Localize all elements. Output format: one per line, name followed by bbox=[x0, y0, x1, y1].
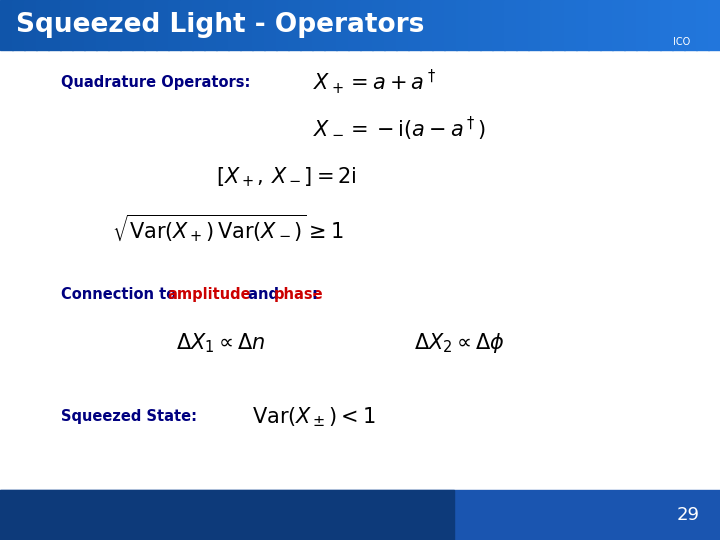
Bar bbox=[0, 0, 13, 50]
Bar bbox=[612, 0, 625, 50]
Bar bbox=[492, 0, 505, 50]
Bar bbox=[24, 0, 37, 50]
Bar bbox=[216, 0, 229, 50]
Text: :: : bbox=[311, 287, 317, 302]
Text: 29: 29 bbox=[677, 506, 700, 524]
Bar bbox=[348, 0, 361, 50]
Text: $\sqrt{\mathrm{Var}(X_+)\,\mathrm{Var}(X_-)} \geq 1$: $\sqrt{\mathrm{Var}(X_+)\,\mathrm{Var}(X… bbox=[112, 213, 343, 244]
Bar bbox=[228, 0, 240, 50]
Bar bbox=[420, 0, 433, 50]
Text: $X_+ = a + a^\dagger$: $X_+ = a + a^\dagger$ bbox=[313, 68, 436, 97]
Bar bbox=[192, 0, 204, 50]
Bar bbox=[516, 0, 528, 50]
Bar bbox=[276, 0, 289, 50]
Bar bbox=[600, 0, 613, 50]
Text: $\Delta X_2 \propto \Delta\phi$: $\Delta X_2 \propto \Delta\phi$ bbox=[414, 331, 505, 355]
Bar bbox=[564, 0, 577, 50]
Bar bbox=[588, 0, 600, 50]
Bar bbox=[36, 0, 49, 50]
Text: phase: phase bbox=[274, 287, 323, 302]
Bar bbox=[288, 0, 301, 50]
Bar bbox=[684, 0, 697, 50]
Bar bbox=[408, 0, 420, 50]
Bar bbox=[84, 0, 96, 50]
Bar bbox=[432, 0, 445, 50]
Text: amplitude: amplitude bbox=[168, 287, 251, 302]
Text: Squeezed Light - Operators: Squeezed Light - Operators bbox=[16, 12, 424, 38]
Bar bbox=[144, 0, 157, 50]
Bar bbox=[444, 0, 456, 50]
Bar bbox=[132, 0, 145, 50]
Bar bbox=[72, 0, 85, 50]
Text: and: and bbox=[243, 287, 284, 302]
Bar bbox=[0, 490, 720, 540]
Bar bbox=[552, 0, 564, 50]
Bar bbox=[396, 0, 409, 50]
Bar bbox=[696, 0, 708, 50]
Bar bbox=[372, 0, 384, 50]
Bar bbox=[48, 0, 60, 50]
Bar bbox=[336, 0, 348, 50]
Bar bbox=[312, 0, 325, 50]
Bar bbox=[360, 0, 373, 50]
Bar bbox=[108, 0, 121, 50]
Bar bbox=[60, 0, 73, 50]
Bar bbox=[180, 0, 193, 50]
Text: ICO: ICO bbox=[672, 37, 690, 47]
Bar bbox=[204, 0, 217, 50]
Bar bbox=[672, 0, 685, 50]
Text: $X_- = -\mathrm{i}\left(a - a^\dagger\right)$: $X_- = -\mathrm{i}\left(a - a^\dagger\ri… bbox=[313, 114, 486, 143]
Bar bbox=[540, 0, 553, 50]
Bar bbox=[0, 490, 454, 540]
Bar bbox=[96, 0, 109, 50]
Bar bbox=[528, 0, 541, 50]
Text: Squeezed State:: Squeezed State: bbox=[61, 409, 197, 424]
Bar bbox=[156, 0, 168, 50]
Bar bbox=[480, 0, 492, 50]
Bar bbox=[384, 0, 397, 50]
Bar bbox=[0, 50, 720, 490]
Bar bbox=[648, 0, 661, 50]
Bar bbox=[12, 0, 24, 50]
Bar bbox=[576, 0, 589, 50]
Bar bbox=[456, 0, 469, 50]
Text: $\mathrm{Var}(X_\pm) < 1$: $\mathrm{Var}(X_\pm) < 1$ bbox=[252, 405, 376, 429]
Bar bbox=[240, 0, 253, 50]
Bar bbox=[504, 0, 517, 50]
Bar bbox=[468, 0, 481, 50]
Bar bbox=[120, 0, 132, 50]
Bar bbox=[708, 0, 720, 50]
Bar bbox=[168, 0, 181, 50]
Bar bbox=[264, 0, 276, 50]
Bar bbox=[624, 0, 636, 50]
Bar bbox=[252, 0, 265, 50]
Bar bbox=[636, 0, 649, 50]
Bar bbox=[660, 0, 672, 50]
Text: Connection to: Connection to bbox=[61, 287, 181, 302]
Bar bbox=[324, 0, 337, 50]
Text: $\Delta X_1 \propto \Delta n$: $\Delta X_1 \propto \Delta n$ bbox=[176, 331, 266, 355]
Text: Quadrature Operators:: Quadrature Operators: bbox=[61, 75, 251, 90]
Bar bbox=[300, 0, 312, 50]
Text: $[X_+,\, X_-] = 2\mathrm{i}$: $[X_+,\, X_-] = 2\mathrm{i}$ bbox=[216, 165, 357, 189]
